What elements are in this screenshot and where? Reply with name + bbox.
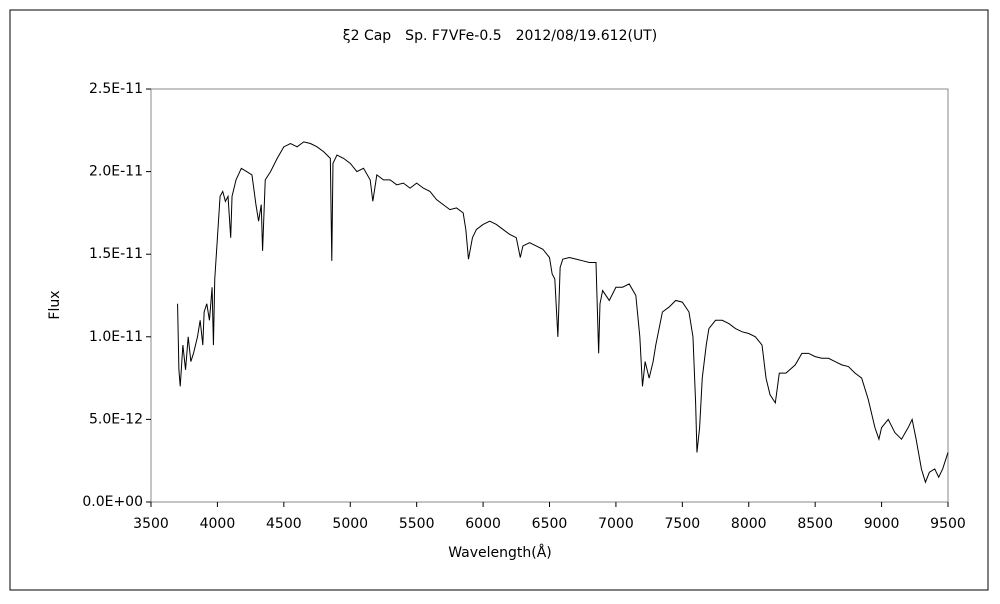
x-tick-label: 8500 xyxy=(797,516,833,532)
y-tick-label: 2.5E-11 xyxy=(89,81,143,97)
x-axis-label: Wavelength(Å) xyxy=(448,544,552,561)
x-tick-label: 5000 xyxy=(332,516,368,532)
x-tick-label: 4000 xyxy=(200,516,236,532)
chart-title: ξ2 Cap Sp. F7VFe-0.5 2012/08/19.612(UT) xyxy=(343,28,657,44)
x-tick-label: 9500 xyxy=(930,516,966,532)
y-tick-label: 1.5E-11 xyxy=(89,246,143,262)
x-tick-label: 9000 xyxy=(864,516,900,532)
y-tick-label: 2.0E-11 xyxy=(89,164,143,180)
x-tick-label: 7000 xyxy=(598,516,634,532)
x-tick-label: 6000 xyxy=(465,516,501,532)
y-axis-label: Flux xyxy=(47,290,63,319)
x-tick-label: 8000 xyxy=(731,516,767,532)
y-tick-label: 1.0E-11 xyxy=(89,329,143,345)
x-tick-label: 5500 xyxy=(399,516,435,532)
x-tick-label: 7500 xyxy=(665,516,701,532)
x-tick-label: 3500 xyxy=(133,516,169,532)
x-tick-label: 6500 xyxy=(532,516,568,532)
plot-area xyxy=(150,88,949,503)
x-tick-label: 4500 xyxy=(266,516,302,532)
y-tick-label: 5.0E-12 xyxy=(89,411,143,427)
spectrum-line xyxy=(177,141,949,484)
y-tick-label: 0.0E+00 xyxy=(82,494,143,510)
